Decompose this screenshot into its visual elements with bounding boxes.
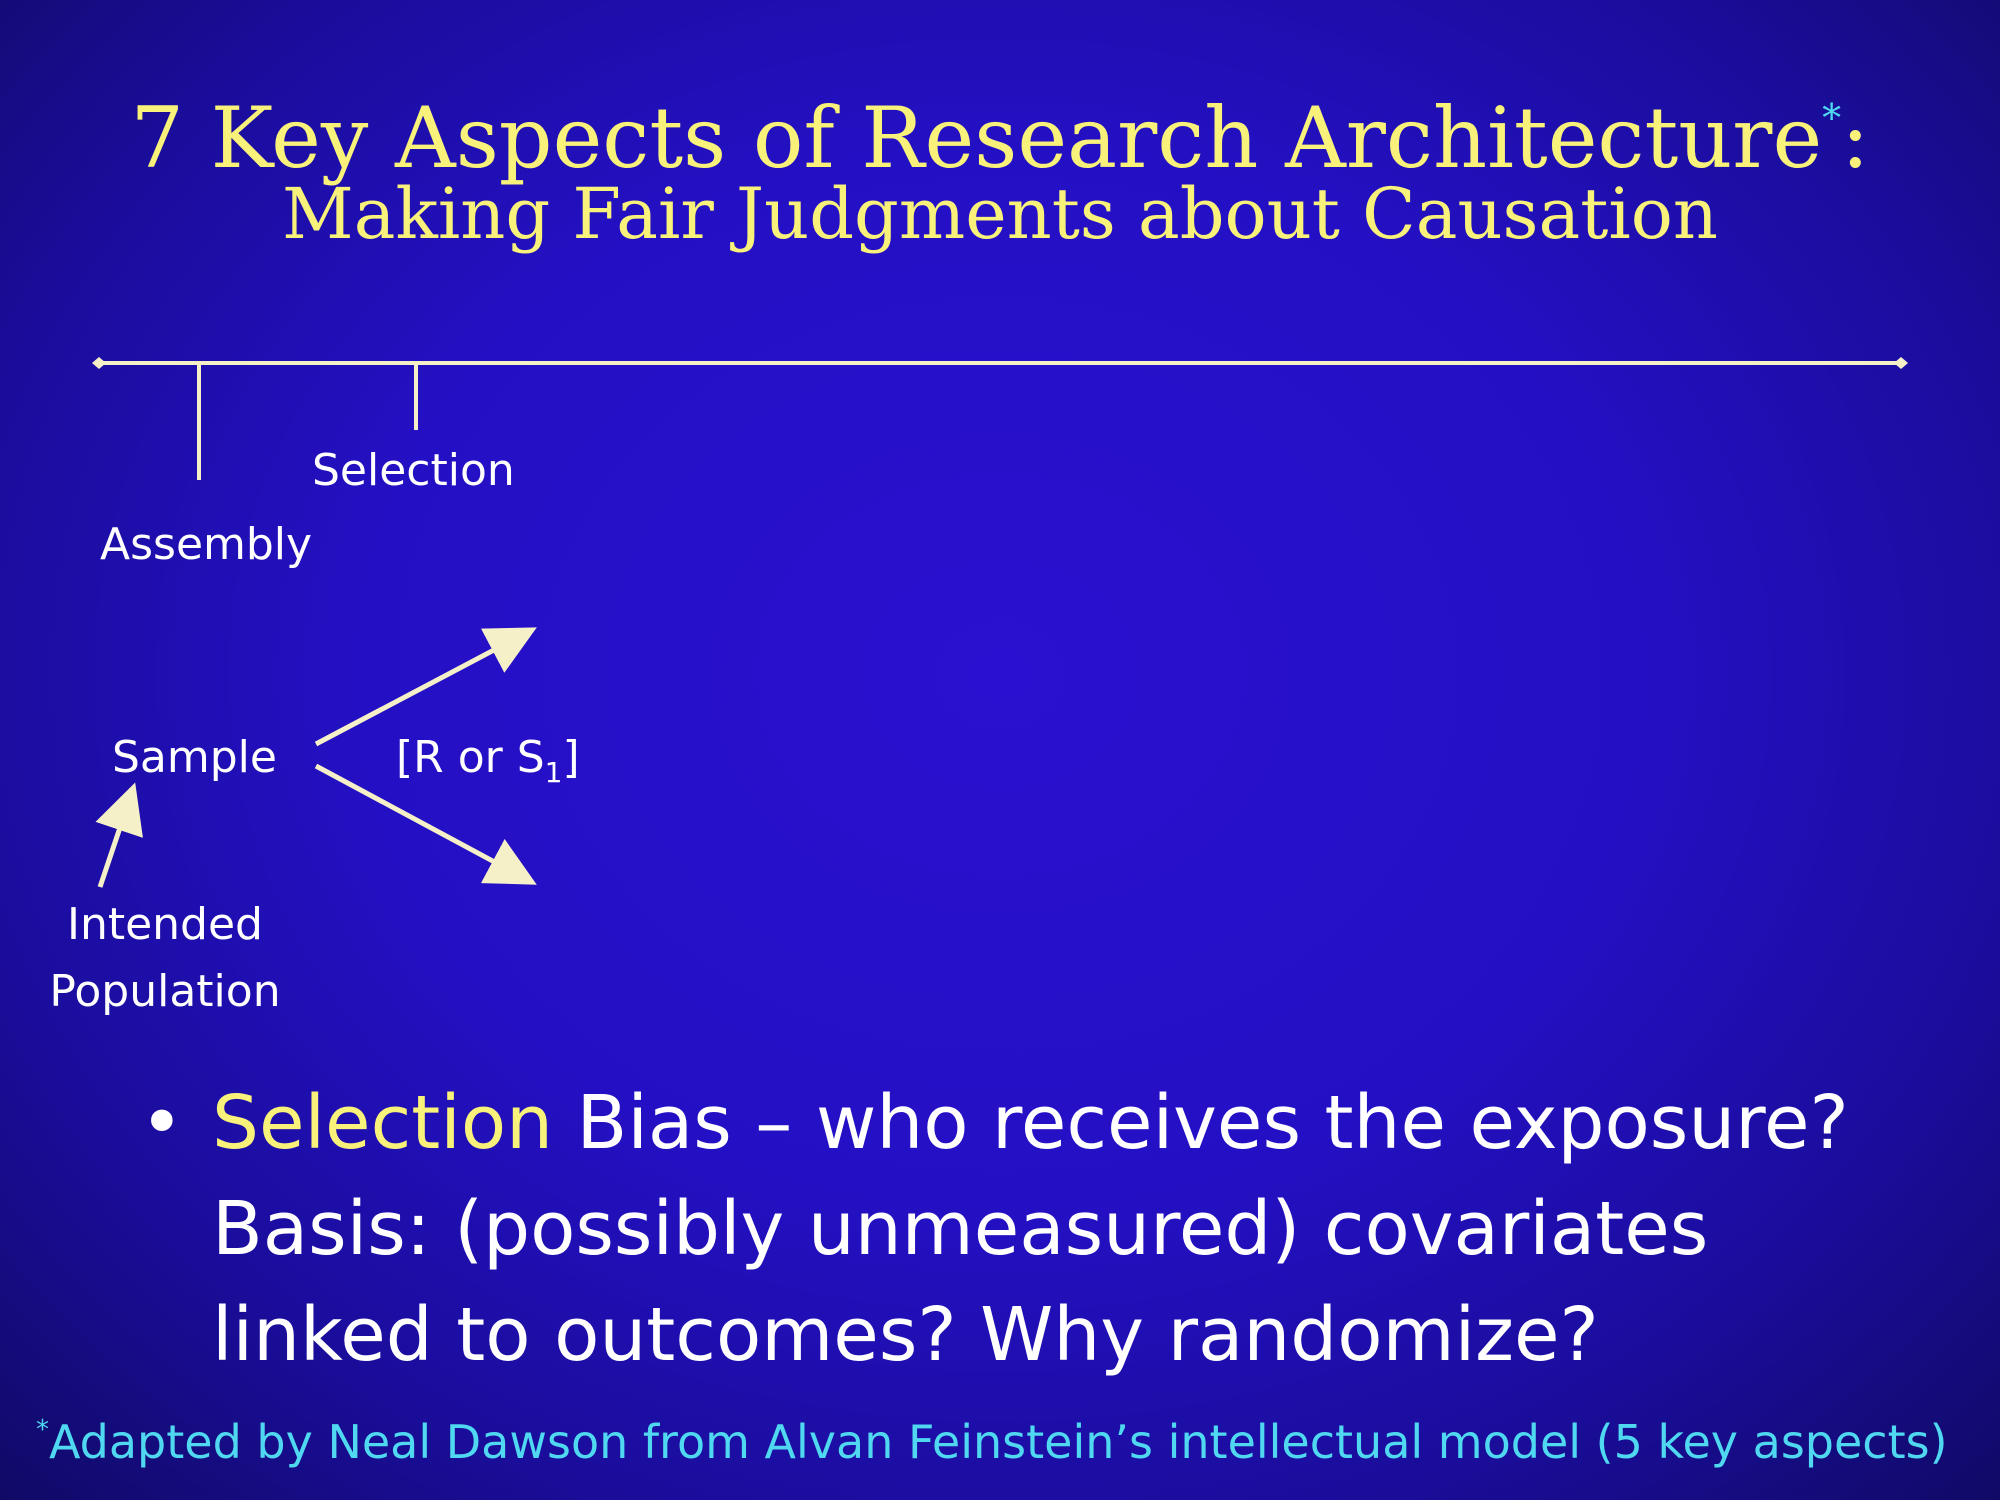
sample-label: Sample: [112, 732, 277, 783]
slide-subtitle: Making Fair Judgments about Causation: [282, 173, 1718, 255]
bullet-line-1-rest: Bias – who receives the exposure?: [553, 1080, 1849, 1166]
bullet-line-1: Selection Bias – who receives the exposu…: [212, 1070, 1849, 1176]
footnote-asterisk: *: [36, 1415, 49, 1445]
intended-label: Intended: [66, 899, 263, 950]
timeline-left-end: [92, 357, 106, 369]
lower-allocation-arrow: [314, 763, 537, 885]
population-label: Population: [49, 966, 281, 1017]
upper-allocation-arrow: [314, 627, 537, 747]
footnote: *Adapted by Neal Dawson from Alvan Feins…: [36, 1402, 1948, 1470]
selection-label: Selection: [312, 445, 515, 496]
allocation-close: ]: [562, 732, 580, 783]
allocation-text: [R or S: [396, 732, 545, 783]
footnote-text: Adapted by Neal Dawson from Alvan Feinst…: [49, 1415, 1948, 1469]
bullet-line-2: Basis: (possibly unmeasured) covariates: [212, 1186, 1709, 1272]
title-asterisk: *: [1822, 96, 1842, 140]
bullet-symbol: •: [140, 1080, 184, 1166]
slide-title: 7 Key Aspects of Research Architecture*:: [0, 68, 2000, 188]
bullet-highlight: Selection: [212, 1080, 554, 1166]
timeline-right-end: [1894, 357, 1908, 369]
population-to-sample-arrow: [95, 782, 143, 888]
allocation-label: [R or S1]: [396, 731, 580, 800]
title-text: 7 Key Aspects of Research Architecture: [130, 89, 1823, 187]
assembly-label: Assembly: [100, 519, 313, 570]
bullet-line-3: linked to outcomes? Why randomize?: [212, 1292, 1599, 1378]
title-colon: :: [1841, 89, 1870, 187]
allocation-subscript: 1: [544, 755, 563, 789]
